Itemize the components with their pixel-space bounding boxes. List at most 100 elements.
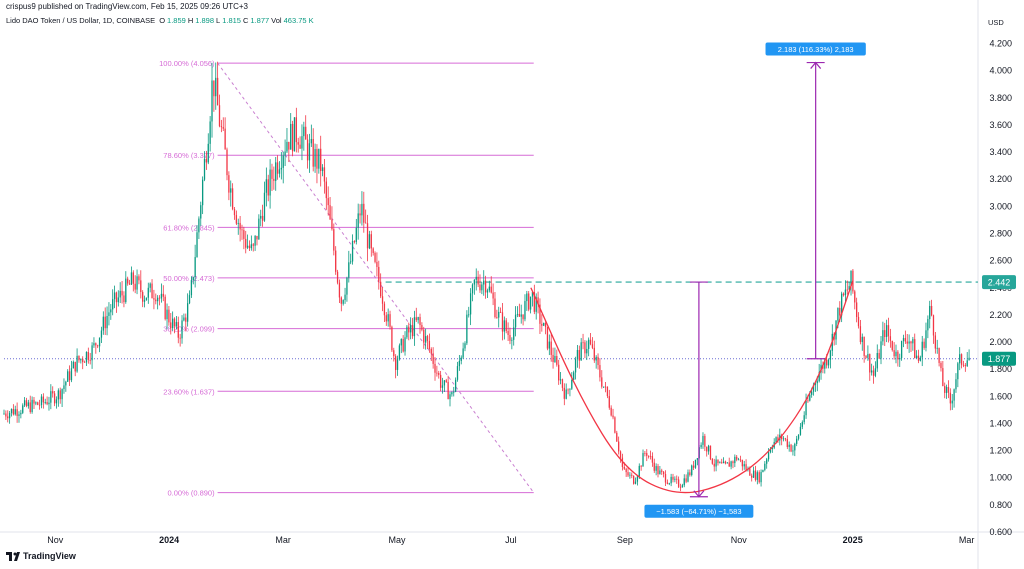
candle-body <box>456 366 459 380</box>
candle-body <box>726 462 729 464</box>
candle-body <box>142 292 144 302</box>
candle-body <box>428 340 431 349</box>
candle-body <box>721 462 723 464</box>
candle-body <box>867 354 869 358</box>
candle-body <box>288 141 290 150</box>
candle-body <box>518 313 520 317</box>
candle-body <box>812 384 815 392</box>
ohlc-key: L <box>216 16 221 25</box>
symbol-name[interactable]: Lido DAO Token / US Dollar, 1D, COINBASE <box>6 16 156 25</box>
candle-body <box>826 359 828 366</box>
candle-body <box>299 144 301 149</box>
candle-body <box>132 272 134 284</box>
candle-body <box>432 353 434 364</box>
candle-body <box>331 219 333 230</box>
candle-body <box>893 350 895 357</box>
candle-body <box>376 261 378 267</box>
measure-down-label: −1.583 (−64.71%) −1,583 <box>656 507 741 516</box>
candle-body <box>786 439 788 447</box>
candle-body <box>350 261 352 263</box>
candle-body <box>816 381 818 384</box>
candle-body <box>248 245 251 249</box>
candle-body <box>706 446 708 452</box>
candle-body <box>46 402 48 405</box>
candle-body <box>640 465 642 467</box>
candle-body <box>168 309 170 323</box>
candle-body <box>53 393 56 404</box>
fib-level-label: 61.80% (2.845) <box>163 223 215 232</box>
candle-body <box>524 301 526 320</box>
candle-body <box>329 205 331 220</box>
ohlc-value: 1.815 <box>222 16 241 25</box>
candle-body <box>874 368 877 376</box>
candle-body <box>121 290 123 296</box>
candle-body <box>291 123 294 152</box>
candle-body <box>715 459 717 467</box>
candle-body <box>31 399 33 413</box>
candle-body <box>128 283 131 285</box>
ohlc-value: 1.859 <box>167 16 186 25</box>
candle-body <box>842 293 845 296</box>
candle-body <box>490 286 492 293</box>
candle-body <box>396 359 399 370</box>
candle-body <box>338 282 341 298</box>
candle-body <box>745 464 747 470</box>
candle-body <box>87 351 89 360</box>
candle-body <box>614 417 616 433</box>
candle-body <box>321 167 324 172</box>
candle-body <box>336 271 339 283</box>
candle-body <box>117 297 119 303</box>
candle-body <box>391 326 393 351</box>
candle-body <box>451 392 453 395</box>
candle-body <box>863 336 865 356</box>
candle-body <box>852 270 854 292</box>
candle-body <box>679 486 682 488</box>
candle-body <box>171 318 174 329</box>
candle-body <box>3 413 5 415</box>
candle-body <box>589 339 592 345</box>
candle-body <box>494 298 496 318</box>
candle-body <box>737 459 740 461</box>
x-tick-label: 2025 <box>843 535 863 545</box>
candle-body <box>576 350 579 360</box>
tradingview-logo[interactable]: TradingView <box>6 551 76 561</box>
candle-body <box>964 365 966 367</box>
candle-body <box>966 360 968 367</box>
candle-body <box>203 158 206 180</box>
candle-body <box>138 276 140 281</box>
candle-body <box>162 293 164 297</box>
x-tick-label: Nov <box>731 535 748 545</box>
candle-body <box>782 438 785 440</box>
candle-body <box>207 143 209 163</box>
candle-body <box>855 302 858 317</box>
candle-body <box>323 167 326 182</box>
candle-body <box>290 123 292 150</box>
candle-body <box>260 215 262 219</box>
candle-body <box>306 139 309 161</box>
candle-body <box>477 276 479 285</box>
candle-body <box>400 339 402 346</box>
candle-body <box>955 379 957 390</box>
candle-body <box>235 215 238 224</box>
candle-body <box>213 80 215 97</box>
candle-body <box>687 472 689 482</box>
candle-body <box>586 348 588 354</box>
candle-body <box>953 389 955 401</box>
measure-up-arrow-icon <box>810 61 822 69</box>
candle-body <box>499 311 502 313</box>
candle-body <box>769 448 772 453</box>
candle-body <box>531 292 534 297</box>
candle-body <box>689 472 691 476</box>
candle-body <box>293 117 296 152</box>
candle-body <box>177 322 179 338</box>
resistance-price-tag <box>982 275 1016 290</box>
candle-body <box>704 435 706 447</box>
candle-body <box>827 359 830 366</box>
candle-body <box>797 434 800 439</box>
candle-body <box>233 209 236 216</box>
candle-body <box>692 465 695 468</box>
measure-down-arrow-icon <box>693 490 705 498</box>
candle-body <box>612 415 614 418</box>
candle-body <box>503 320 506 332</box>
